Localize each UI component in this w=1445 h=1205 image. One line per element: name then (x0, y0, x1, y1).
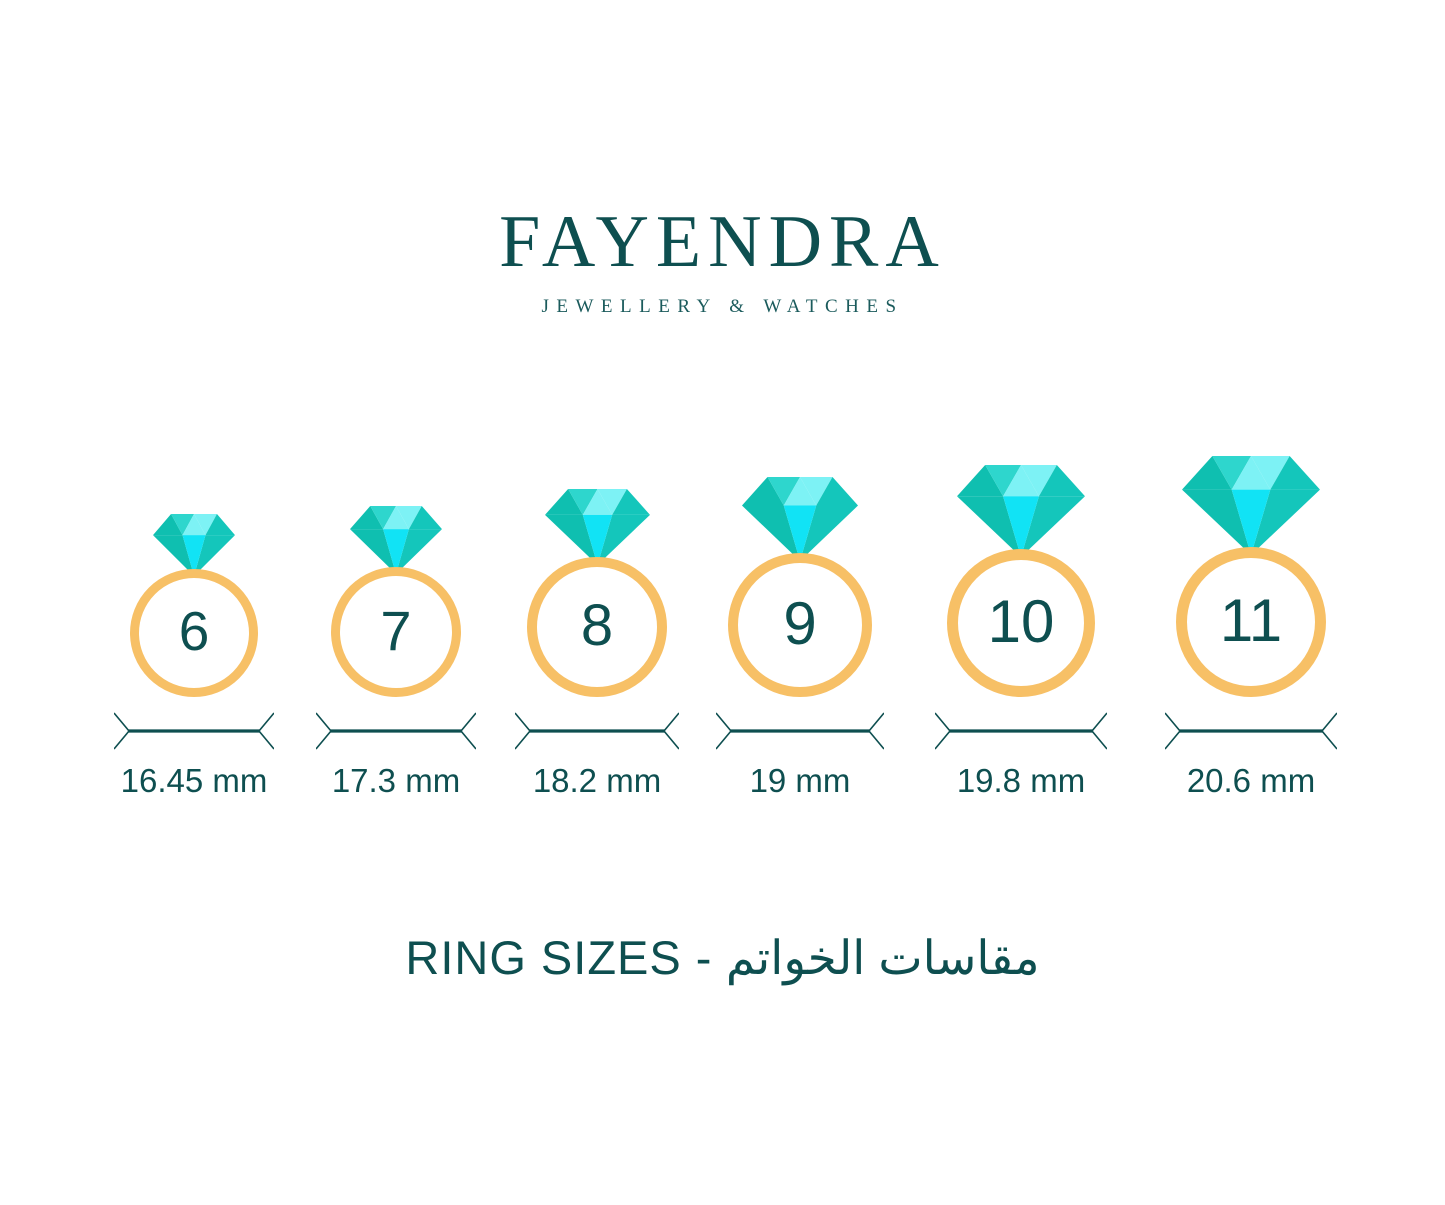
ring-band (331, 567, 461, 697)
ring-diameter-label: 19 mm (749, 762, 851, 799)
ring-size-number: 7 (380, 598, 412, 662)
brand-header: FAYENDRA JEWELLERY & WATCHES (0, 205, 1445, 316)
diamond-icon (153, 513, 235, 576)
ring-band (1176, 547, 1326, 697)
ring-diameter-label: 18.2 mm (532, 762, 662, 799)
brand-tagline: JEWELLERY & WATCHES (541, 296, 904, 317)
page-title-arabic: مقاسات الخواتم (725, 931, 1040, 984)
ring-size-number: 11 (1219, 586, 1283, 654)
ring-band (527, 557, 667, 697)
ring-band (130, 569, 258, 697)
ring-diameter-label: 16.45 mm (120, 762, 268, 799)
dimension-line (934, 710, 1108, 752)
page-title-separator: - (695, 931, 712, 984)
dimension-line (514, 710, 680, 752)
diamond-icon (957, 465, 1085, 558)
diamond-icon (544, 488, 650, 565)
ring-size-number: 10 (987, 587, 1055, 655)
dimension-line (113, 710, 275, 752)
ring-size-number: 8 (580, 592, 614, 658)
ring-diameter-label: 20.6 mm (1186, 762, 1316, 799)
brand-name: FAYENDRA (499, 201, 946, 283)
ring-diameter-label: 19.8 mm (956, 762, 1086, 799)
ring-diameter-label: 17.3 mm (331, 762, 461, 799)
ring-size-number: 9 (783, 589, 817, 657)
diamond-icon (742, 476, 858, 561)
page-title-english: RING SIZES (405, 931, 682, 984)
ring-size-number: 6 (178, 600, 210, 663)
dimension-line (1164, 710, 1338, 752)
diamond-icon (350, 506, 442, 575)
dimension-line (715, 710, 885, 752)
dimension-line (315, 710, 477, 752)
diamond-icon (1182, 456, 1320, 556)
ring-band (947, 549, 1095, 697)
ring-band (728, 553, 872, 697)
page-title: RING SIZES - مقاسات الخواتم (0, 932, 1445, 984)
